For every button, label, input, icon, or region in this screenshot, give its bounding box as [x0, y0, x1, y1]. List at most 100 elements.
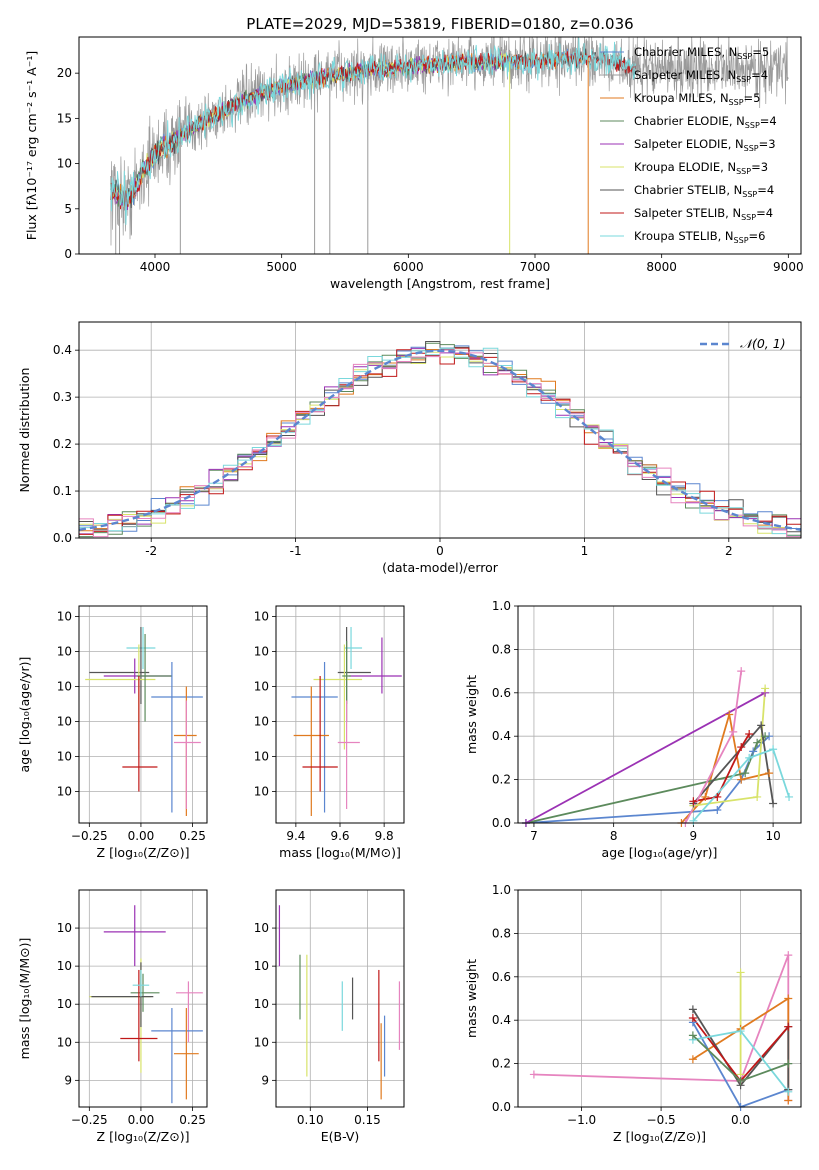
plot-area	[79, 322, 801, 538]
weight-marker	[737, 667, 746, 676]
x-tick-label: −0.25	[71, 829, 108, 843]
weight-marker	[688, 1014, 697, 1023]
axes-frame	[78, 321, 802, 539]
weight-marker	[761, 684, 770, 693]
y-tick-label: 15	[57, 111, 72, 125]
y-tick-label: 10	[57, 715, 72, 729]
y-axis-label: Flux [fλ10⁻¹⁷ erg cm⁻² s⁻¹ A⁻¹]	[24, 51, 39, 240]
legend-label-tail: =5	[744, 91, 761, 105]
legend-label-tail: =4	[751, 68, 768, 82]
weight-marker	[725, 710, 734, 719]
y-tick-label: 9	[64, 1073, 72, 1087]
legend: 𝒩(0, 1)	[700, 336, 786, 351]
panel-age-vs-mass: 9.4 9.6 9.8 10 10 10 10 10 10 mass [log₁₀(M/M⊙)]	[254, 605, 405, 860]
x-tick-label: 0	[436, 544, 444, 558]
weight-marker	[784, 1059, 793, 1068]
weight-marker	[688, 1031, 697, 1040]
y-tick-label: 10	[57, 921, 72, 935]
y-tick-label: 10	[254, 680, 269, 694]
y-tick-label: 10	[254, 1035, 269, 1049]
weight-line	[692, 748, 790, 822]
panel-weight-vs-age: 7 8 9 10 0.0 0.2 0.4 0.6 0.8 1.0 age [log₁₀(age/yr…	[464, 599, 802, 860]
legend-label-sub: SSP	[736, 167, 751, 176]
plot-area	[276, 890, 404, 1107]
x-axis-label: E(B-V)	[321, 1129, 360, 1144]
x-tick-label: 0.25	[179, 829, 206, 843]
legend-label-sub: SSP	[745, 121, 760, 130]
legend-label: 𝒩(0, 1)	[740, 336, 786, 351]
plot-area	[518, 890, 801, 1107]
panel-spectrum: 4000 5000 6000 7000 8000 9000 0 5 10 15 20 waveleng…	[24, 36, 804, 291]
x-tick-label: 0.25	[179, 1113, 206, 1127]
x-tick-label: 7000	[520, 260, 551, 274]
y-tick-label: 0.3	[53, 390, 72, 404]
weight-marker	[749, 747, 758, 756]
y-tick-label: 0.4	[492, 729, 511, 743]
panel-mass-vs-ebv: 0.10 0.15 9 10 10 10 10 E(B-V)	[254, 889, 405, 1144]
weight-marker	[769, 799, 778, 808]
normal-curve	[79, 349, 801, 531]
legend-label-sub: SSP	[736, 75, 751, 84]
weight-marker	[688, 1005, 697, 1014]
y-tick-label: 10	[57, 750, 72, 764]
weight-marker	[737, 775, 746, 784]
axes-frame	[78, 889, 208, 1108]
axes-frame	[517, 605, 802, 824]
x-axis-label: age [log₁₀(age/yr)]	[602, 845, 718, 860]
axes-frame	[275, 605, 405, 824]
weight-marker	[737, 743, 746, 752]
x-tick-label: 5000	[266, 260, 297, 274]
legend-label-sub: SSP	[744, 144, 759, 153]
histogram-series	[79, 349, 801, 538]
panel-age-vs-Z: −0.25 0.00 0.25 10 10 10 10 10 10 Z [log₁₀(Z/Z⊙)]…	[17, 605, 208, 860]
y-tick-label: 10	[254, 750, 269, 764]
legend-label-text: Chabrier ELODIE, N	[634, 114, 745, 128]
x-axis-label: Z [log₁₀(Z/Z⊙)]	[613, 1129, 706, 1144]
legend-label-text: Kroupa MILES, N	[634, 91, 729, 105]
legend-label-tail: =4	[760, 114, 777, 128]
x-tick-label: 8000	[646, 260, 677, 274]
legend-label: Salpeter MILES, NSSP=4	[634, 68, 768, 84]
plot-area	[110, 37, 789, 254]
x-tick-label: 10	[765, 829, 780, 843]
y-axis-label: mass [log₁₀(M/M⊙)]	[17, 938, 32, 1060]
weight-marker	[689, 797, 698, 806]
legend-label-text: Chabrier MILES, N	[634, 45, 737, 59]
weight-marker	[736, 968, 745, 977]
y-tick-label: 10	[57, 785, 72, 799]
plot-area	[79, 890, 207, 1107]
legend-label-sub: SSP	[729, 98, 744, 107]
x-tick-label: 2	[725, 544, 733, 558]
y-tick-label: 1.0	[492, 599, 511, 613]
legend-label: Chabrier STELIB, NSSP=4	[634, 183, 774, 199]
histogram-series	[79, 341, 801, 533]
x-axis-label: (data-model)/error	[382, 560, 499, 575]
weight-marker	[785, 792, 794, 801]
weight-marker	[784, 1022, 793, 1031]
plot-area	[518, 606, 801, 823]
y-tick-label: 0.2	[492, 1057, 511, 1071]
weight-marker	[729, 727, 738, 736]
legend-label-text: Salpeter MILES, N	[634, 68, 736, 82]
legend-label: Chabrier ELODIE, NSSP=4	[634, 114, 777, 130]
histogram-series	[79, 347, 801, 535]
x-tick-label: 6000	[393, 260, 424, 274]
x-tick-label: 0.15	[354, 1113, 381, 1127]
y-tick-label: 9	[261, 1073, 269, 1087]
legend-label: Salpeter ELODIE, NSSP=3	[634, 137, 776, 153]
x-tick-label: 0.00	[128, 1113, 155, 1127]
x-tick-label: 1	[581, 544, 589, 558]
spectrum-series	[110, 37, 637, 225]
weight-marker	[753, 738, 762, 747]
legend-label-tail: =4	[756, 206, 773, 220]
weight-marker	[736, 1027, 745, 1036]
x-axis-label: wavelength [Angstrom, rest frame]	[330, 276, 550, 291]
plot-area	[79, 606, 207, 823]
x-tick-label: 9.6	[330, 829, 349, 843]
y-tick-label: 0.8	[492, 642, 511, 656]
legend-label-tail: =6	[749, 229, 766, 243]
weight-marker	[745, 730, 754, 739]
axes-frame	[275, 889, 405, 1108]
y-tick-label: 1.0	[492, 883, 511, 897]
legend-label-text: Chabrier STELIB, N	[634, 183, 742, 197]
